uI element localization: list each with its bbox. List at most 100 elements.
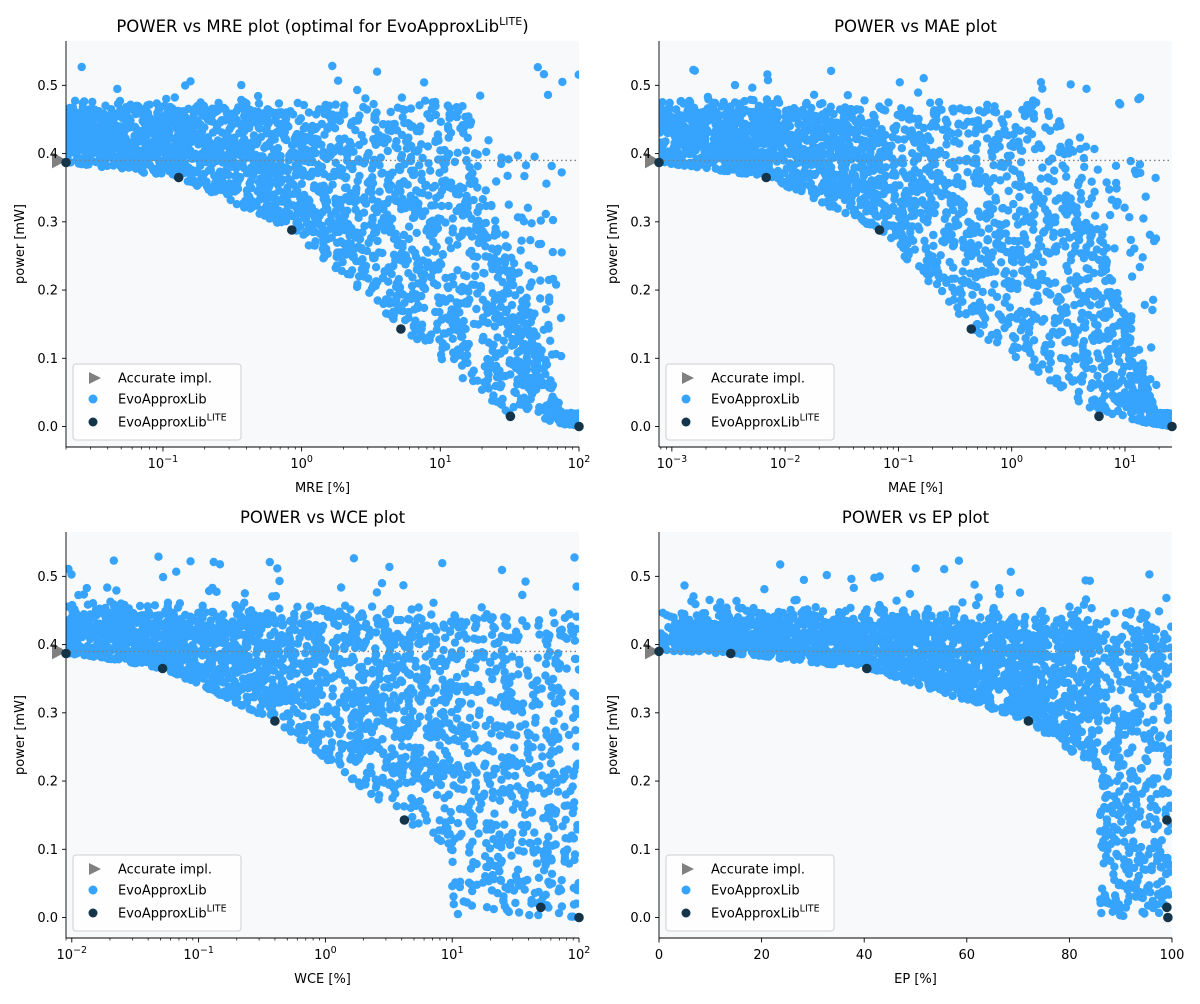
evo-point (438, 177, 446, 185)
evo-point (927, 154, 935, 162)
evo-point (431, 98, 439, 106)
evo-point (508, 301, 516, 309)
evo-point (766, 120, 774, 128)
evo-point (940, 179, 948, 187)
evo-point (534, 63, 542, 71)
evo-point (428, 183, 436, 191)
evo-point (421, 182, 429, 190)
evo-point (136, 134, 144, 142)
evo-point (990, 102, 998, 110)
evo-point (208, 142, 216, 150)
evo-point (352, 257, 360, 265)
evo-point (1005, 187, 1013, 195)
evo-point (972, 222, 980, 230)
evo-point (899, 168, 907, 176)
evo-point (923, 256, 931, 264)
evo-point (316, 212, 324, 220)
evo-point (712, 165, 720, 173)
x-tick-label-exponent: 0 (307, 454, 313, 465)
evo-point (1079, 346, 1087, 354)
evo-point (686, 98, 694, 106)
evo-point (818, 99, 826, 107)
evo-point (549, 248, 557, 256)
evo-point (492, 362, 500, 370)
evo-point (740, 148, 748, 156)
evo-point (390, 251, 398, 259)
evo-point (656, 128, 664, 136)
evo-point (468, 281, 476, 289)
evo-point (269, 178, 277, 186)
evo-point (147, 150, 155, 158)
lite-point (61, 158, 71, 168)
evo-point (70, 119, 78, 127)
evo-point (1116, 400, 1124, 408)
evo-point (692, 127, 700, 135)
evo-point (148, 164, 156, 172)
evo-point (455, 190, 463, 198)
evo-point (1072, 217, 1080, 225)
evo-point (1062, 173, 1070, 181)
evo-point (444, 284, 452, 292)
evo-point (821, 110, 829, 118)
evo-point (288, 180, 296, 188)
evo-point (330, 168, 338, 176)
evo-point (475, 234, 483, 242)
evo-point (1130, 244, 1138, 252)
evo-point (557, 314, 565, 322)
evo-point (458, 283, 466, 291)
evo-point (355, 141, 363, 149)
evo-point (515, 330, 523, 338)
evo-point (989, 161, 997, 169)
evo-point (1071, 332, 1079, 340)
evo-point (503, 172, 511, 180)
evo-point (369, 100, 377, 108)
evo-point (767, 149, 775, 157)
evo-point (100, 125, 108, 133)
evo-point (471, 262, 479, 270)
evo-point (479, 195, 487, 203)
evo-point (358, 244, 366, 252)
chart-title-text: POWER vs MAE plot (834, 17, 997, 36)
evo-point (465, 249, 473, 257)
evo-point (300, 124, 308, 132)
evo-point (1074, 181, 1082, 189)
evo-point (250, 132, 258, 140)
evo-point (1108, 196, 1116, 204)
evo-point (1037, 144, 1045, 152)
evo-point (503, 268, 511, 276)
evo-point (1127, 236, 1135, 244)
evo-point (924, 132, 932, 140)
evo-point (412, 294, 420, 302)
evo-point (544, 91, 552, 99)
evo-point (484, 136, 492, 144)
evo-point (979, 288, 987, 296)
x-tick-label-base: 10 (290, 457, 307, 472)
evo-point (123, 142, 131, 150)
evo-point (305, 158, 313, 166)
evo-point (274, 144, 282, 152)
evo-point (355, 172, 363, 180)
evo-point (960, 121, 968, 129)
evo-point (860, 198, 868, 206)
evo-point (1105, 357, 1113, 365)
evo-point (506, 370, 514, 378)
evo-point (942, 116, 950, 124)
lite-point (396, 324, 406, 334)
evo-point (658, 98, 666, 106)
evo-point (552, 280, 560, 288)
evo-point (258, 117, 266, 125)
evo-point (113, 130, 121, 138)
evo-point (1080, 361, 1088, 369)
evo-point (1062, 228, 1070, 236)
evo-point (482, 186, 490, 194)
evo-point (524, 383, 532, 391)
evo-point (281, 128, 289, 136)
evo-point (157, 169, 165, 177)
evo-point (935, 98, 943, 106)
evo-point (534, 408, 542, 416)
x-tick-label-base: 10 (1114, 457, 1131, 472)
evo-point (823, 172, 831, 180)
evo-point (233, 200, 241, 208)
x-tick-label: 101 (1114, 454, 1137, 472)
